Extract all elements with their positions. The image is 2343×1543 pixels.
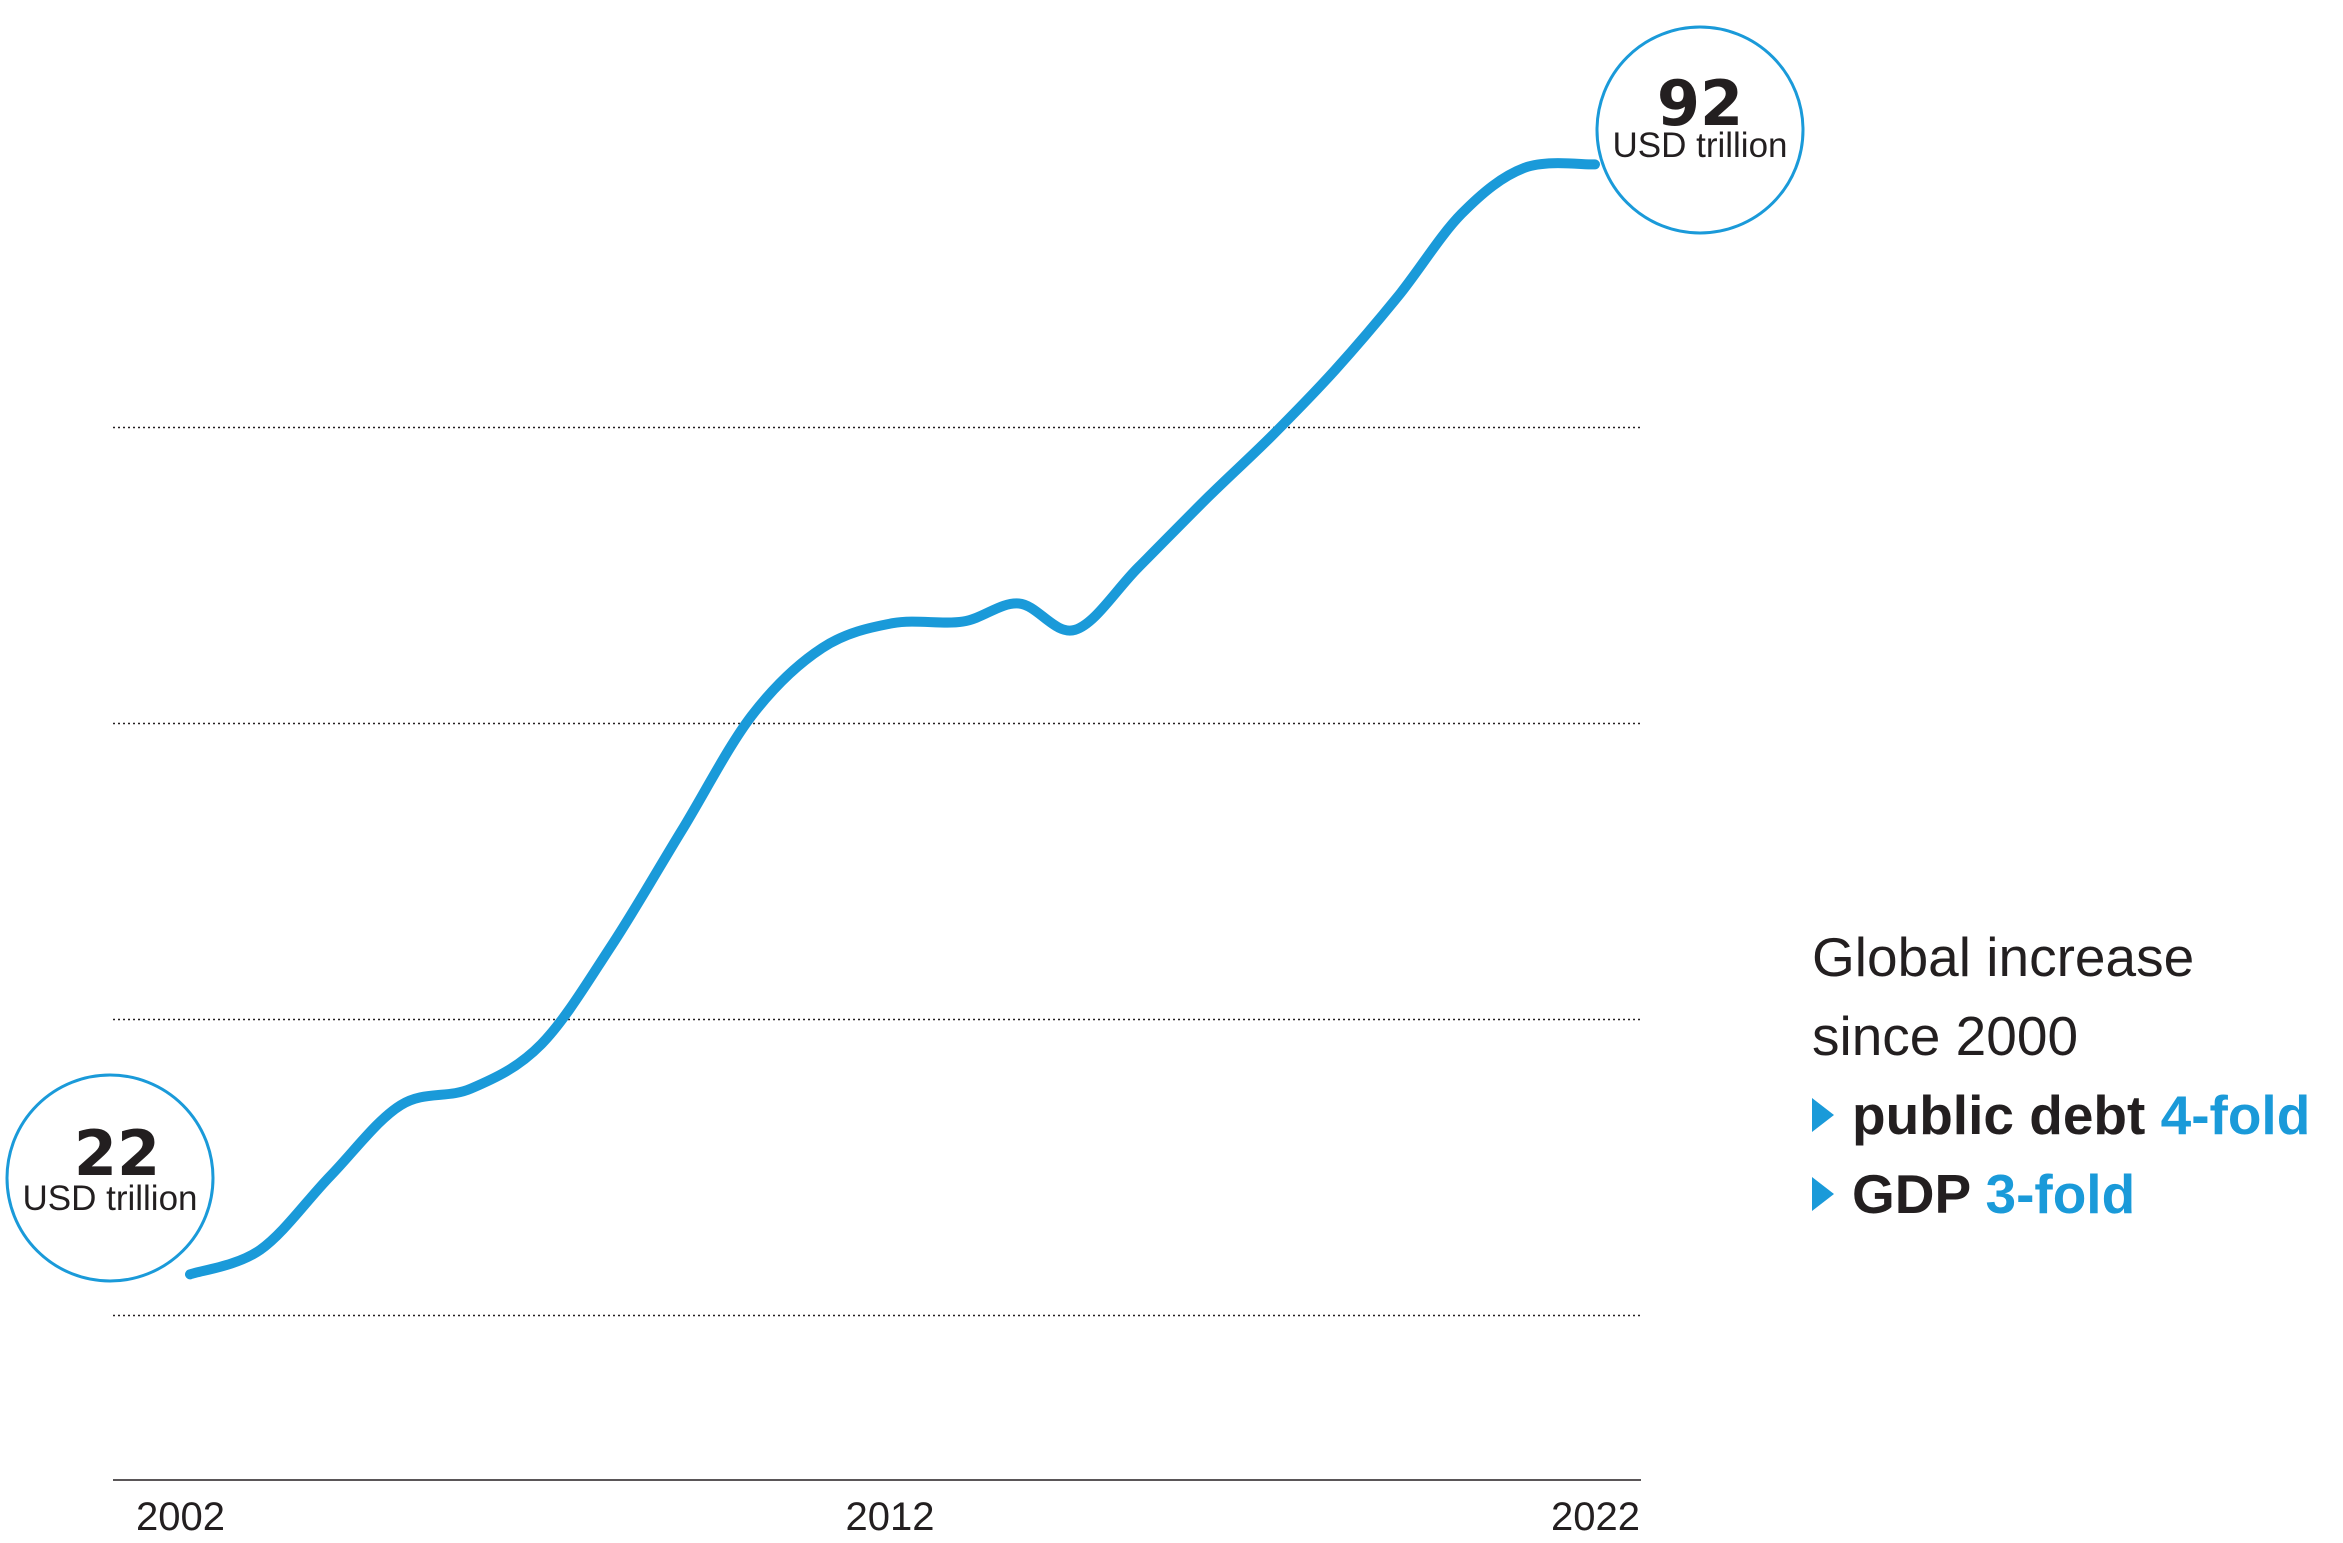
triangle-bullet-icon: [1812, 1177, 1834, 1211]
triangle-bullet-icon: [1812, 1098, 1834, 1132]
gridlines: [113, 426, 1641, 1317]
legend-item-gdp: GDP 3-fold: [1812, 1155, 2310, 1234]
x-tick-label: 2002: [136, 1495, 225, 1539]
start-value-bubble: 22 USD trillion: [5, 1073, 215, 1283]
summary-legend: Global increase since 2000 public debt 4…: [1812, 918, 2310, 1234]
end-value-label: 92: [1657, 67, 1743, 140]
legend-title-line-1: Global increase: [1812, 926, 2195, 988]
end-value-bubble: 92 USD trillion: [1595, 25, 1805, 235]
start-bubble-circle: [5, 1073, 215, 1283]
legend-item-label: public debt: [1852, 1084, 2146, 1146]
x-tick-label: 2012: [846, 1495, 935, 1539]
legend-item-label: GDP: [1852, 1163, 1971, 1225]
series-line-public-debt: [185, 158, 1600, 1280]
x-tick-label: 2022: [1551, 1495, 1640, 1539]
start-unit-label: USD trillion: [22, 1179, 197, 1218]
end-bubble-circle: [1595, 25, 1805, 235]
legend-item-value: 4-fold: [2160, 1084, 2311, 1146]
x-axis-ticks: 2002 2012 2022: [136, 1495, 1640, 1539]
end-unit-label: USD trillion: [1612, 126, 1787, 165]
legend-item-value: 3-fold: [1985, 1163, 2136, 1225]
legend-item-public-debt: public debt 4-fold: [1812, 1076, 2310, 1155]
legend-title-line-2: since 2000: [1812, 1005, 2079, 1067]
start-value-label: 22: [74, 1117, 160, 1190]
